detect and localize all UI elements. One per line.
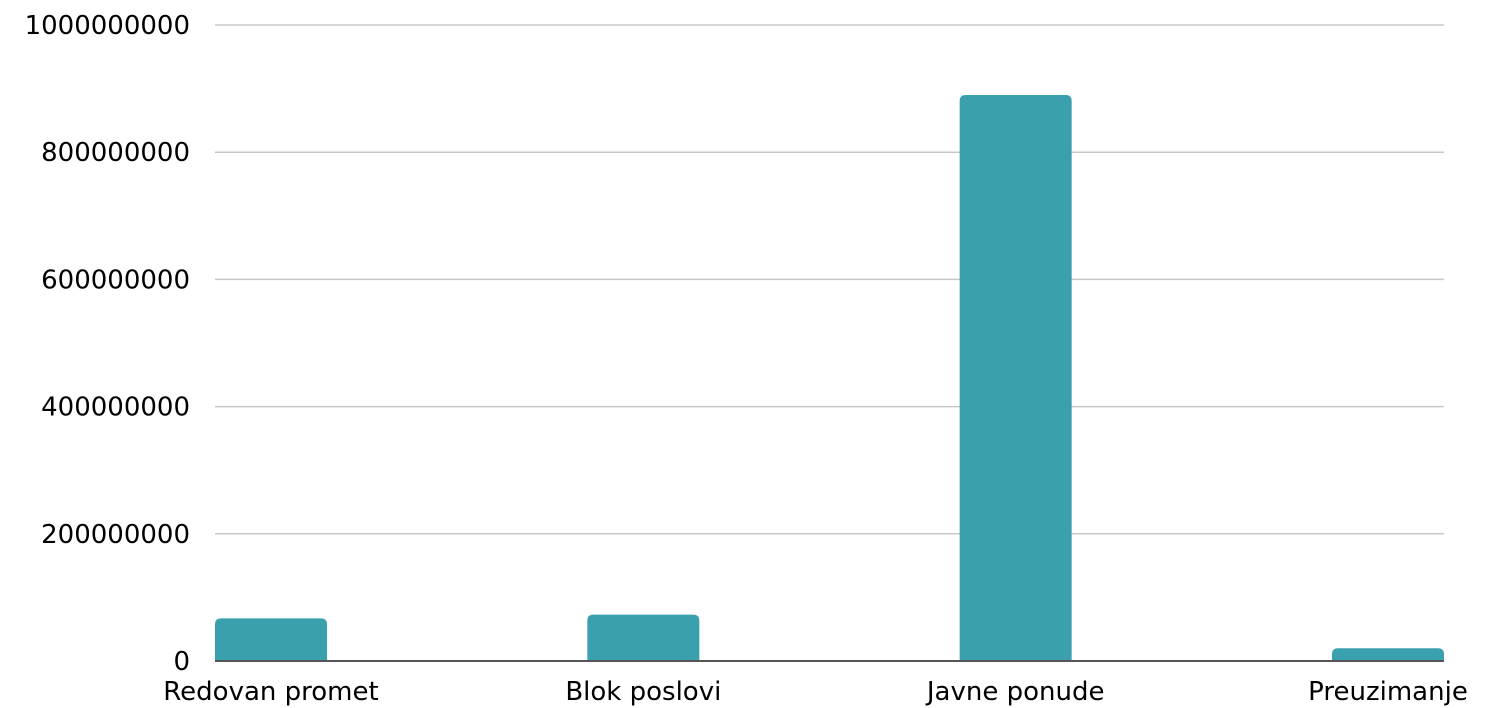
bar-blok-poslovi <box>587 614 700 661</box>
x-category-label: Blok poslovi <box>565 677 721 707</box>
y-tick-label: 400000000 <box>41 393 190 423</box>
y-tick-label: 1000000000 <box>25 11 190 41</box>
gridlines <box>215 24 1444 535</box>
y-tick-label: 800000000 <box>41 138 190 168</box>
y-tick-label: 200000000 <box>41 520 190 550</box>
bar-redovan-promet <box>215 618 327 661</box>
y-tick-label: 600000000 <box>41 265 190 295</box>
bars <box>215 94 1444 661</box>
x-category-label: Preuzimanje <box>1308 677 1468 707</box>
y-tick-labels: 0 200000000 400000000 600000000 800000000 100… <box>25 11 190 677</box>
x-category-label: Redovan promet <box>163 677 378 707</box>
x-category-label: Javne ponude <box>925 677 1105 707</box>
bar-preuzimanje <box>1332 648 1444 661</box>
x-category-labels: Redovan promet Blok poslovi Javne ponude Pr… <box>163 677 1468 707</box>
y-tick-label: 0 <box>173 647 190 677</box>
bar-javne-ponude <box>959 94 1072 661</box>
